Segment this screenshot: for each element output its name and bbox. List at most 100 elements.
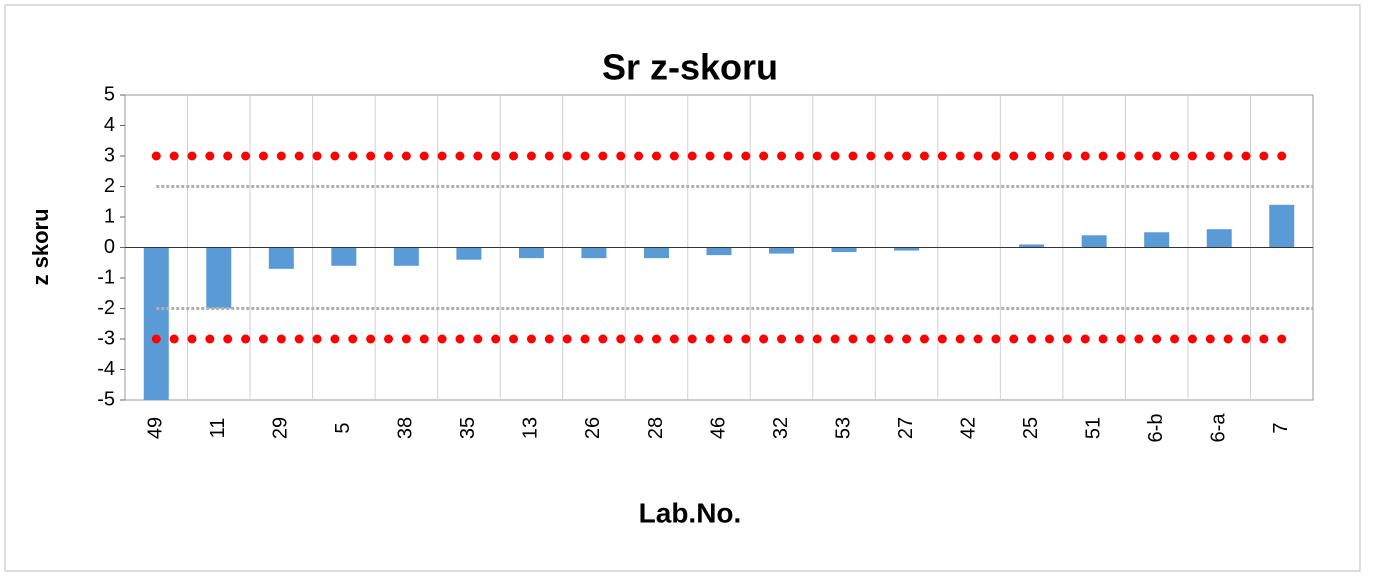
reference-dot [366,334,376,344]
reference-line [151,334,1287,344]
reference-dot [991,334,1001,344]
bar [456,247,482,260]
bar [1081,235,1107,248]
reference-dot [1116,334,1126,344]
reference-dot [723,151,733,161]
bar [769,247,795,254]
reference-dot [169,334,179,344]
reference-dot [1152,151,1162,161]
reference-dot [1170,334,1180,344]
reference-dot [1187,151,1197,161]
reference-dot [884,334,894,344]
reference-dot [794,334,804,344]
x-tick-label: 26 [582,417,604,439]
x-tick-label: 53 [832,417,854,439]
reference-dot [580,334,590,344]
reference-dot [580,151,590,161]
reference-dot [491,151,501,161]
reference-dot [866,334,876,344]
bar [1019,244,1045,248]
reference-dot [973,151,983,161]
reference-dot [526,334,536,344]
reference-dot [937,151,947,161]
reference-dot [1259,334,1269,344]
reference-dot [312,151,322,161]
reference-dot [866,151,876,161]
reference-dot [634,334,644,344]
reference-dot [151,334,161,344]
reference-dot [1223,334,1233,344]
y-tick-label: -3 [97,327,115,349]
reference-dot [473,334,483,344]
reference-dot [509,334,519,344]
bar [894,247,920,251]
x-tick-label: 29 [270,417,292,439]
reference-dot [1241,334,1251,344]
x-tick-label: 7 [1270,422,1292,433]
reference-dot [187,334,197,344]
bar [706,247,732,256]
reference-dot [1027,151,1037,161]
x-tick-label: 28 [645,417,667,439]
reference-dot [1009,151,1019,161]
reference-dot [223,151,233,161]
reference-dot [151,151,161,161]
reference-dot [902,334,912,344]
x-tick-label: 32 [770,417,792,439]
x-tick-label: 49 [145,417,167,439]
reference-dot [1205,334,1215,344]
reference-dot [223,334,233,344]
x-tick-label: 46 [707,417,729,439]
reference-dot [919,334,929,344]
bar [1206,229,1232,248]
reference-dot [437,334,447,344]
reference-dot [1062,151,1072,161]
y-tick-label: 1 [104,205,115,227]
reference-dot [401,334,411,344]
y-axis-label: z skoru [28,208,53,285]
reference-dot [848,334,858,344]
reference-dot [1062,334,1072,344]
reference-dot [258,334,268,344]
reference-dot [616,334,626,344]
bar [331,247,357,266]
reference-dot [1134,334,1144,344]
reference-dot [848,151,858,161]
y-tick-label: -1 [97,266,115,288]
reference-dot [366,151,376,161]
reference-dot [955,151,965,161]
reference-dot [669,334,679,344]
reference-dot [759,334,769,344]
x-tick-label: 6-b [1145,414,1167,443]
x-tick-label: 42 [957,417,979,439]
y-tick-label: 0 [104,236,115,258]
reference-dot [919,151,929,161]
reference-dot [1080,334,1090,344]
reference-dot [884,151,894,161]
x-axis-label: Lab.No. [639,497,742,528]
reference-dot [1277,151,1287,161]
reference-dot [187,151,197,161]
reference-dot [241,334,251,344]
reference-dot [562,151,572,161]
reference-dot [1277,334,1287,344]
reference-dot [169,151,179,161]
reference-dot [651,334,661,344]
reference-dot [312,334,322,344]
x-tick-label: 13 [520,417,542,439]
reference-dot [1152,334,1162,344]
y-tick-label: 4 [104,114,115,136]
reference-dot [241,151,251,161]
reference-dot [401,151,411,161]
reference-dot [205,334,215,344]
reference-dot [1080,151,1090,161]
x-tick-label: 11 [207,418,229,439]
reference-dot [562,334,572,344]
reference-dot [687,151,697,161]
reference-dot [1044,151,1054,161]
bar [143,247,169,400]
reference-dot [330,334,340,344]
reference-dot [276,334,286,344]
